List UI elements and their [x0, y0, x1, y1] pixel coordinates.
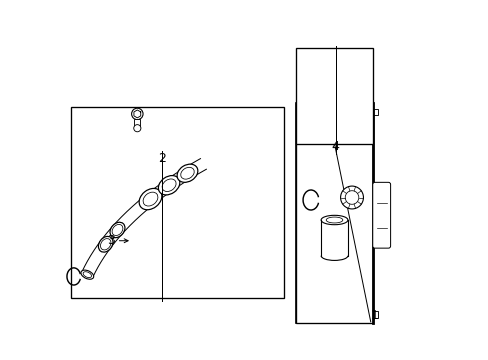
Ellipse shape [177, 164, 198, 182]
FancyBboxPatch shape [372, 182, 390, 248]
Text: 4: 4 [331, 140, 339, 153]
Text: 3: 3 [106, 234, 114, 247]
Ellipse shape [98, 237, 113, 252]
Bar [372, 311, 378, 318]
Ellipse shape [158, 176, 180, 195]
Bar [134, 119, 140, 128]
Ellipse shape [139, 188, 162, 210]
Bar [296, 48, 372, 144]
Ellipse shape [81, 270, 94, 279]
Bar [71, 107, 283, 298]
Circle shape [340, 186, 363, 209]
Bar [372, 109, 378, 115]
Circle shape [131, 108, 143, 120]
Circle shape [134, 125, 141, 132]
Bar [296, 103, 372, 323]
Text: 1: 1 [370, 309, 378, 322]
Text: 2: 2 [158, 152, 166, 165]
Ellipse shape [110, 222, 125, 238]
